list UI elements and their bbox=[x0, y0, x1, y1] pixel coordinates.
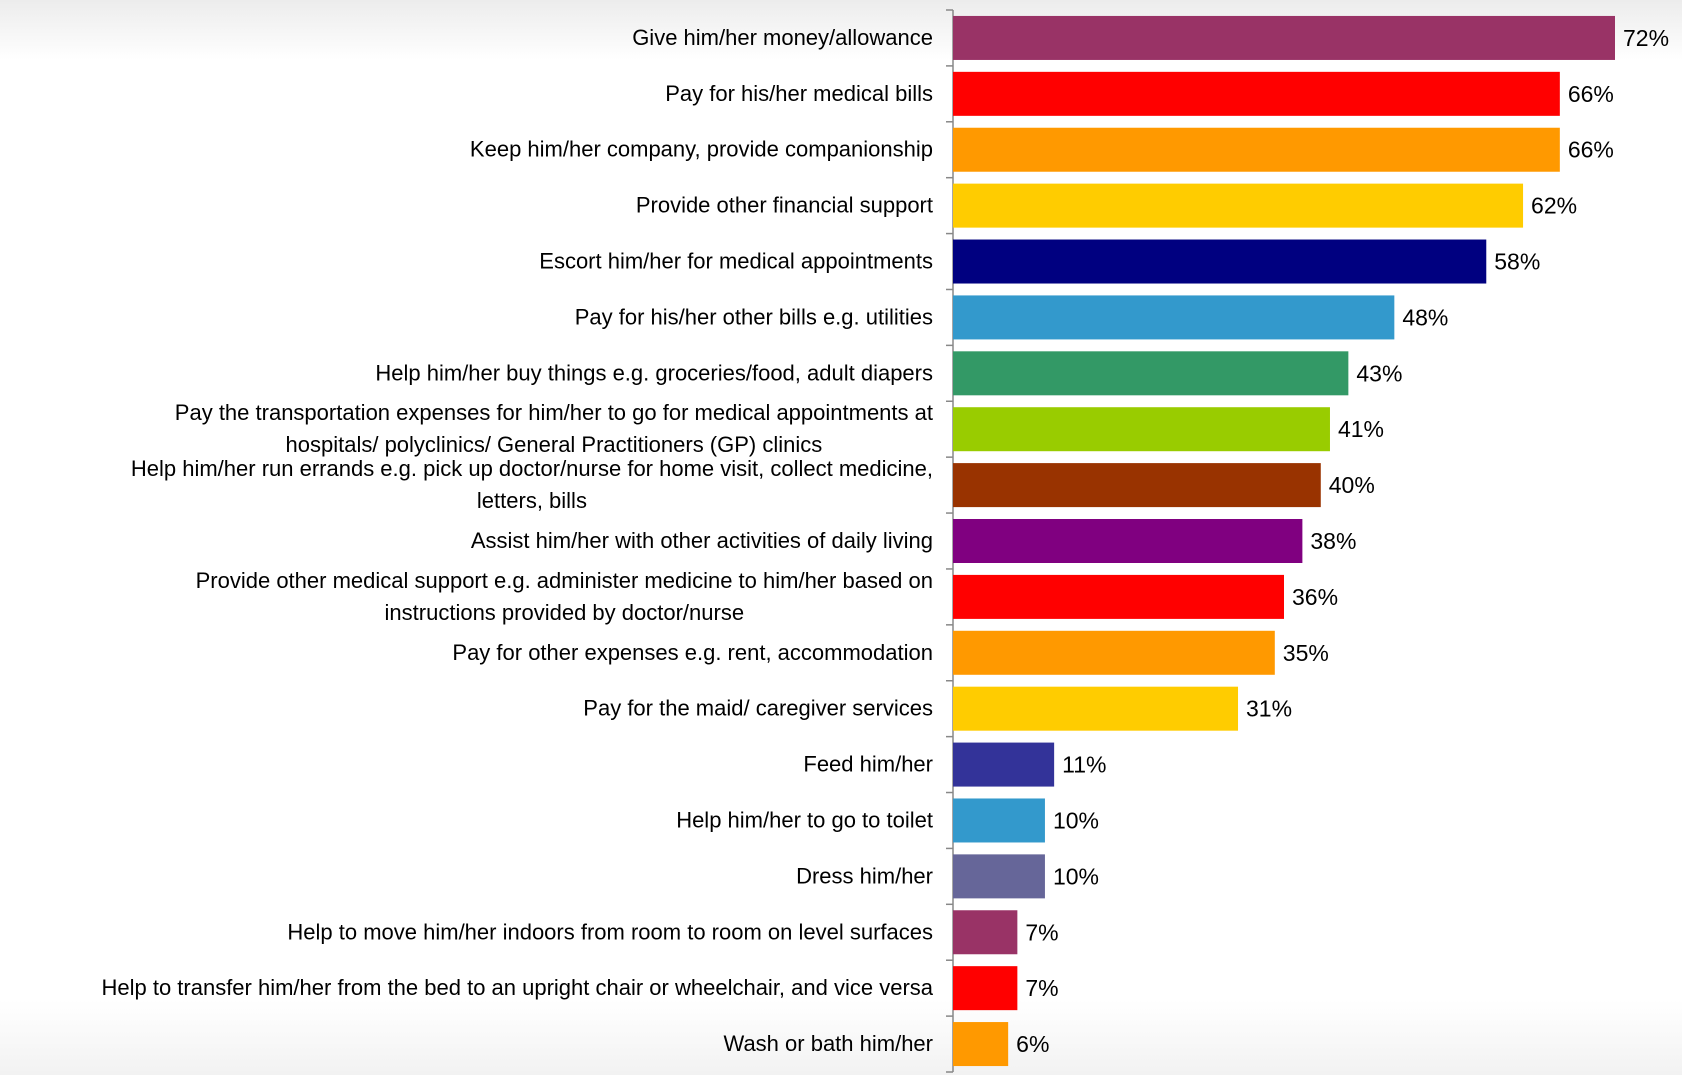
value-label: 43% bbox=[1356, 360, 1402, 386]
chart-axis bbox=[946, 9, 954, 1073]
category-label: Help him/her buy things e.g. groceries/f… bbox=[375, 360, 933, 385]
value-label: 35% bbox=[1283, 640, 1329, 666]
bar bbox=[953, 71, 1560, 116]
bar bbox=[953, 15, 1615, 60]
category-label: letters, bills bbox=[477, 488, 587, 513]
value-label: 66% bbox=[1568, 137, 1614, 163]
category-labels: Give him/her money/allowance Pay for his/… bbox=[101, 25, 933, 1056]
value-label: 38% bbox=[1310, 528, 1356, 554]
category-label: Pay the transportation expenses for him/… bbox=[175, 400, 933, 425]
bar bbox=[953, 407, 1330, 452]
bar bbox=[953, 519, 1303, 563]
category-label: Escort him/her for medical appointments bbox=[539, 249, 933, 274]
chart-bars bbox=[953, 15, 1615, 1067]
bar bbox=[953, 351, 1349, 396]
category-label: Give him/her money/allowance bbox=[632, 25, 933, 50]
value-label: 58% bbox=[1494, 249, 1540, 275]
value-label: 66% bbox=[1568, 81, 1614, 107]
category-label: Pay for other expenses e.g. rent, accomm… bbox=[452, 640, 933, 665]
bar bbox=[953, 630, 1275, 675]
category-label: Help him/her to go to toilet bbox=[676, 807, 933, 832]
category-label: Keep him/her company, provide companions… bbox=[470, 137, 933, 162]
value-label: 31% bbox=[1246, 696, 1292, 722]
category-label: hospitals/ polyclinics/ General Practiti… bbox=[286, 432, 823, 457]
category-label: Pay for his/her other bills e.g. utiliti… bbox=[575, 304, 933, 329]
category-label: Wash or bath him/her bbox=[724, 1031, 934, 1056]
value-label: 72% bbox=[1623, 25, 1669, 51]
bar bbox=[953, 1022, 1009, 1067]
bar bbox=[953, 127, 1560, 172]
value-labels: 72% 66% 66% 62% 58% 48% 43% 41% 40% 38% 36% 35% 31% 1… bbox=[1016, 25, 1669, 1057]
category-label: Assist him/her with other activities of … bbox=[471, 528, 933, 553]
category-label: instructions provided by doctor/nurse bbox=[385, 600, 745, 625]
value-label: 7% bbox=[1025, 919, 1058, 945]
bar bbox=[953, 183, 1524, 228]
bar bbox=[953, 463, 1321, 508]
value-label: 10% bbox=[1053, 807, 1099, 833]
value-label: 41% bbox=[1338, 416, 1384, 442]
bar bbox=[953, 686, 1239, 731]
bar bbox=[953, 910, 1018, 955]
category-label: Pay for his/her medical bills bbox=[665, 81, 933, 106]
value-label: 36% bbox=[1292, 584, 1338, 610]
bar bbox=[953, 742, 1055, 787]
category-label: Provide other financial support bbox=[636, 193, 933, 218]
category-label: Help him/her run errands e.g. pick up do… bbox=[131, 456, 933, 481]
category-label: Feed him/her bbox=[803, 752, 933, 777]
category-label: Help to move him/her indoors from room t… bbox=[287, 919, 933, 944]
category-label: Provide other medical support e.g. admin… bbox=[196, 568, 933, 593]
value-label: 10% bbox=[1053, 863, 1099, 889]
bar bbox=[953, 574, 1284, 619]
value-label: 6% bbox=[1016, 1031, 1049, 1057]
value-label: 7% bbox=[1025, 975, 1058, 1001]
value-label: 62% bbox=[1531, 193, 1577, 219]
value-label: 40% bbox=[1329, 472, 1375, 498]
category-label: Dress him/her bbox=[796, 863, 933, 888]
bar bbox=[953, 798, 1045, 843]
bar bbox=[953, 239, 1487, 284]
bar bbox=[953, 295, 1395, 340]
category-label: Help to transfer him/her from the bed to… bbox=[101, 975, 933, 1000]
value-label: 11% bbox=[1062, 752, 1106, 778]
bar bbox=[953, 854, 1045, 899]
value-label: 48% bbox=[1402, 304, 1448, 330]
category-label: Pay for the maid/ caregiver services bbox=[583, 696, 933, 721]
bar bbox=[953, 966, 1018, 1011]
